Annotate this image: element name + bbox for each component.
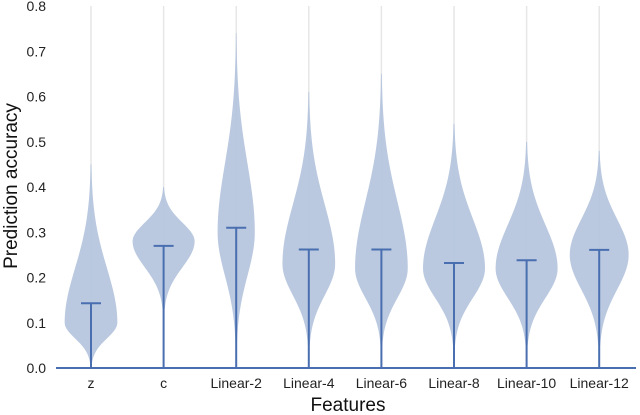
y-tick-label-4: 0.4 <box>27 179 47 195</box>
violin-Linear-4 <box>282 91 336 346</box>
y-tick-label-7: 0.7 <box>27 43 47 59</box>
x-tick-label-z: z <box>88 375 95 391</box>
y-tick-labels: 0.0 0.1 0.2 0.3 0.4 0.5 0.6 0.7 0.8 <box>27 0 47 376</box>
violin-Linear-12 <box>569 150 629 346</box>
x-tick-label-Linear-6: Linear-6 <box>356 375 408 391</box>
y-tick-label-1: 0.1 <box>27 315 47 331</box>
y-axis-title: Prediction accuracy <box>1 103 22 269</box>
y-tick-label-3: 0.3 <box>27 224 47 240</box>
x-tick-labels: z c Linear-2 Linear-4 Linear-6 Linear-8 Linear… <box>88 375 629 391</box>
violin-Linear-10 <box>495 141 558 346</box>
x-tick-label-c: c <box>160 375 167 391</box>
y-tick-label-8: 0.8 <box>27 0 47 14</box>
violin-Linear-6 <box>355 73 408 346</box>
x-tick-label-Linear-2: Linear-2 <box>211 375 263 391</box>
x-axis-title: Features <box>311 395 386 415</box>
y-tick-label-2: 0.2 <box>27 270 47 286</box>
stat-layer <box>81 226 610 368</box>
x-tick-label-Linear-8: Linear-8 <box>428 375 480 391</box>
violin-z <box>64 164 118 364</box>
y-tick-label-0: 0.0 <box>27 360 47 376</box>
x-tick-label-Linear-12: Linear-12 <box>570 375 629 391</box>
violin-Linear-8 <box>423 123 485 346</box>
x-tick-label-Linear-4: Linear-4 <box>283 375 335 391</box>
y-tick-label-5: 0.5 <box>27 134 47 150</box>
x-tick-label-Linear-10: Linear-10 <box>497 375 556 391</box>
y-tick-label-6: 0.6 <box>27 89 47 105</box>
violin-Linear-2 <box>217 33 255 346</box>
violin-layer <box>64 33 629 364</box>
